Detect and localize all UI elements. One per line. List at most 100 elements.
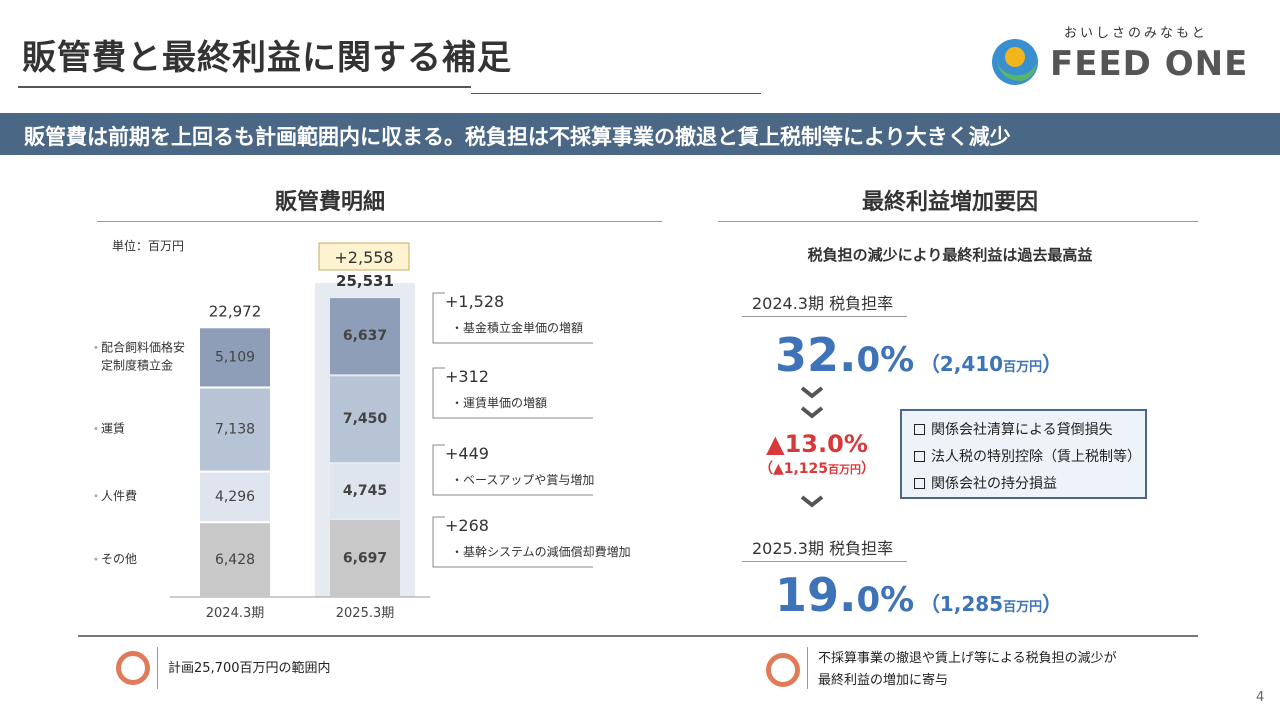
series-bullet (94, 494, 98, 498)
note-line-2: 最終利益の増加に寄与 (818, 673, 949, 688)
tax-factor-box: 関係会社清算による貸倒損失 法人税の特別控除（賃上税制等） 関係会社の持分損益 (900, 409, 1147, 499)
prev-rate-rule (742, 316, 907, 317)
bar-total-label: 25,531 (336, 272, 394, 290)
logo-tagline: おいしさのみなもと (1064, 26, 1208, 41)
series-bullet (94, 557, 98, 561)
curr-rate-int: 19. (775, 568, 857, 622)
factor-item: 法人税の特別控除（賃上税制等） (914, 444, 1141, 471)
tax-rate-change: ▲13.0% （▲1,125百万円） (752, 430, 882, 478)
prev-tax-rate: 32.0% （2,410百万円） (775, 328, 1062, 382)
series-label: その他 (101, 552, 137, 566)
sga-section-title: 販管費明細 (274, 190, 385, 215)
change-note-label: ・運賃単価の増額 (451, 395, 547, 410)
checkbox-icon (914, 478, 925, 489)
checkbox-icon (914, 451, 925, 462)
change-note-label: ・基金積立金単価の増額 (451, 320, 583, 335)
bar-total-label: 22,972 (209, 302, 262, 320)
delta-amount: （▲1,125百万円） (752, 458, 882, 478)
increase-box (318, 242, 410, 271)
page-number: 4 (1256, 690, 1265, 705)
circle-mark-icon (116, 651, 150, 685)
bottom-right-divider (807, 647, 808, 689)
note-line-1: 不採算事業の撤退や賃上げ等による税負担の減少が (818, 651, 1117, 666)
profit-contribution-note: 不採算事業の撤退や賃上げ等による税負担の減少が 最終利益の増加に寄与 (818, 648, 1117, 692)
banner-text: 販管費は前期を上回るも計画範囲内に収まる。税負担は不採算事業の撤退と賃上税制等に… (24, 125, 1011, 149)
annotation-bracket (432, 292, 593, 344)
bar-value-label: 7,138 (215, 422, 255, 438)
change-value-label: +1,528 (445, 292, 504, 311)
page-title: 販管費と最終利益に関する補足 (22, 38, 512, 78)
x-tick-label: 2025.3期 (336, 606, 395, 621)
factor-text: 関係会社の持分損益 (931, 476, 1057, 492)
annotation-bracket (432, 367, 593, 419)
bar-value-label: 6,697 (343, 551, 387, 567)
logo-wordmark: FEED ONE (1050, 44, 1249, 84)
prev-amount-unit: 百万円 (1003, 360, 1043, 375)
delta-amount-close: ） (861, 461, 876, 477)
annotation-bracket (432, 516, 593, 568)
annotation-bracket (432, 444, 593, 496)
bar-value-label: 4,296 (215, 489, 255, 505)
summary-banner: 販管費は前期を上回るも計画範囲内に収まる。税負担は不採算事業の撤退と賃上税制等に… (0, 113, 1280, 155)
profit-section-rule (718, 221, 1198, 222)
delta-rate: ▲13.0% (766, 430, 868, 458)
logo-mark-icon (992, 39, 1038, 85)
bottom-left-divider (157, 647, 158, 689)
curr-amount-value: （1,285 (919, 592, 1004, 616)
profit-section-title: 最終利益増加要因 (861, 190, 1038, 215)
title-underline-thin (471, 93, 761, 94)
delta-amount-value: （▲1,125 (758, 461, 829, 477)
plan-range-note: 計画25,700百万円の範囲内 (168, 661, 331, 676)
curr-amount-close: ） (1042, 592, 1063, 616)
bar-segment (200, 472, 270, 522)
sga-section-rule (97, 221, 662, 222)
bar-value-label: 6,428 (215, 552, 255, 568)
change-note-label: ・基幹システムの減価償却費増加 (451, 544, 631, 559)
prev-rate-label: 2024.3期 税負担率 (752, 294, 894, 313)
chevron-down-icon (800, 406, 824, 419)
factor-item: 関係会社清算による貸倒損失 (914, 417, 1133, 444)
series-label: 定制度積立金 (101, 357, 173, 372)
curr-tax-amount: （1,285百万円） (920, 592, 1062, 616)
series-bullet (94, 345, 98, 349)
delta-amount-unit: 百万円 (828, 463, 862, 476)
prev-amount-close: ） (1042, 352, 1063, 376)
curr-rate-label: 2025.3期 税負担率 (752, 539, 894, 558)
bottom-rule (78, 635, 1198, 637)
change-value-label: +312 (445, 367, 489, 386)
profit-subtitle: 税負担の減少により最終利益は過去最高益 (807, 246, 1093, 264)
change-note-label: ・ベースアップや賞与増加 (451, 473, 594, 487)
bar-segment (200, 523, 270, 597)
curr-tax-rate: 19.0% （1,285百万円） (775, 568, 1062, 622)
factor-item: 関係会社の持分損益 (914, 471, 1133, 498)
prev-amount-value: （2,410 (919, 352, 1004, 376)
factor-text: 関係会社清算による貸倒損失 (931, 422, 1113, 438)
checkbox-icon (914, 424, 925, 435)
bar-segment (200, 328, 270, 387)
curr-amount-unit: 百万円 (1003, 600, 1043, 615)
change-value-label: +449 (445, 444, 489, 463)
prev-rate-int: 32. (775, 328, 857, 382)
unit-label: 単位：百万円 (112, 239, 185, 253)
company-logo: おいしさのみなもと FEED ONE (990, 22, 1260, 86)
bar-segment (330, 520, 400, 597)
bar-value-label: 5,109 (215, 349, 255, 365)
bar-value-label: 7,450 (343, 411, 388, 427)
series-bullet (94, 427, 98, 431)
chevron-down-icon (800, 386, 824, 399)
circle-mark-icon (766, 653, 800, 687)
bar-segment (330, 376, 400, 463)
x-tick-label: 2024.3期 (206, 606, 265, 621)
series-label: 人件費 (101, 488, 137, 503)
change-value-label: +268 (445, 516, 489, 535)
series-label: 配合飼料価格安 (101, 339, 185, 354)
bar-segment (330, 298, 400, 375)
bar-segment (330, 464, 400, 519)
title-underline (18, 86, 471, 88)
sga-stacked-bar-chart: 6,428 4,296 7,138 5,109 22,972 2024.3期 6,697 4,… (94, 242, 631, 621)
series-label: 運賃 (101, 421, 125, 436)
prev-tax-amount: （2,410百万円） (920, 352, 1062, 376)
bar-segment (200, 388, 270, 471)
curr-rate-frac: 0% (856, 580, 915, 620)
bar-value-label: 4,745 (343, 483, 387, 499)
